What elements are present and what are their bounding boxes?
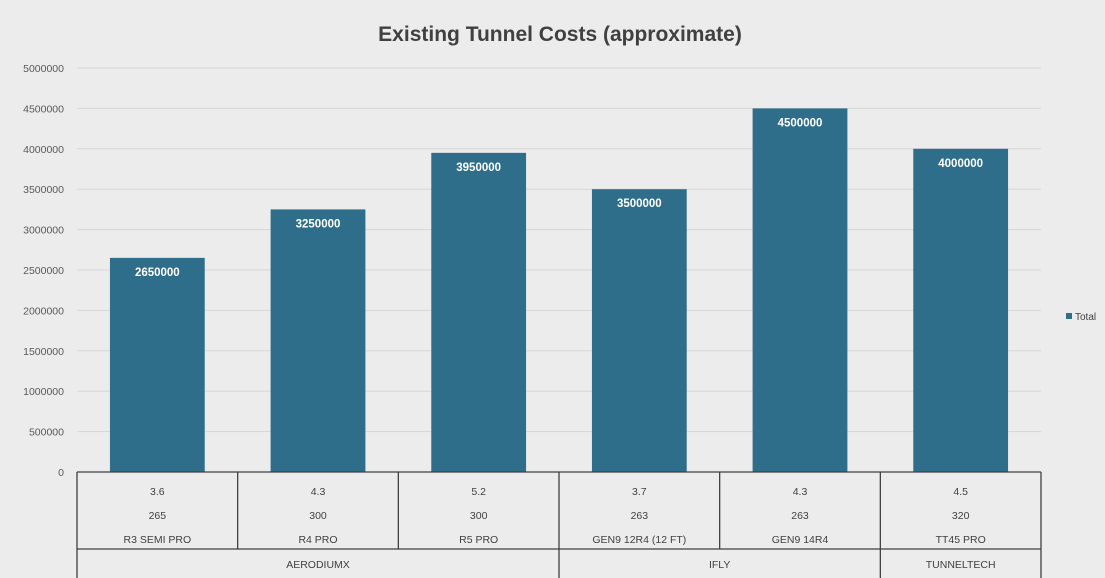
category-label-level3: GEN9 14R4 <box>772 534 829 546</box>
y-tick-label: 2000000 <box>23 305 64 317</box>
y-tick-label: 4000000 <box>23 144 64 156</box>
chart-title: Existing Tunnel Costs (approximate) <box>378 23 742 46</box>
legend-label: Total <box>1075 312 1096 323</box>
category-label-level3: TT45 PRO <box>936 534 986 546</box>
category-label-level1: 4.3 <box>311 486 326 498</box>
category-label-level3: R3 SEMI PRO <box>123 534 191 546</box>
category-label-level2: 263 <box>631 510 649 522</box>
y-tick-label: 4500000 <box>23 103 64 115</box>
gridlines <box>77 67 1041 473</box>
category-label-level2: 320 <box>952 510 970 522</box>
y-tick-label: 1500000 <box>23 346 64 358</box>
bar <box>109 257 205 472</box>
data-label: 3950000 <box>456 162 501 174</box>
bar <box>270 209 366 472</box>
y-tick-label: 3000000 <box>23 225 64 237</box>
y-tick-label: 0 <box>58 467 64 479</box>
category-label-level3: GEN9 12R4 (12 FT) <box>592 534 686 546</box>
legend: Total <box>1066 312 1096 323</box>
category-label-level2: 300 <box>309 510 327 522</box>
category-label-level3: R5 PRO <box>459 534 498 546</box>
category-label-level1: 3.6 <box>150 486 165 498</box>
y-tick-label: 1000000 <box>23 386 64 398</box>
data-label: 3500000 <box>617 198 662 210</box>
data-label: 2650000 <box>135 267 180 279</box>
y-tick-label: 3500000 <box>23 184 64 196</box>
data-label: 4000000 <box>938 158 983 170</box>
data-label: 4500000 <box>778 117 823 129</box>
bar <box>431 152 527 472</box>
category-label-level2: 300 <box>470 510 488 522</box>
y-tick-label: 2500000 <box>23 265 64 277</box>
bar <box>591 189 687 472</box>
category-label-level1: 4.5 <box>953 486 968 498</box>
category-axis-table: 3.6 265 R3 SEMI PRO 4.3 300 R4 PRO 5.2 300 R5 PR… <box>76 471 1042 578</box>
bars: 2650000 3250000 3950000 3500000 4500000 40000… <box>109 108 1009 473</box>
category-label-level1: 4.3 <box>793 486 808 498</box>
y-tick-label: 5000000 <box>23 63 64 75</box>
data-label: 3250000 <box>296 218 341 230</box>
category-label-level3: R4 PRO <box>298 534 337 546</box>
category-label-level1: 3.7 <box>632 486 647 498</box>
category-label-level2: 265 <box>149 510 167 522</box>
y-axis-ticks: 0 500000 1000000 1500000 2000000 2500000 30000… <box>23 63 64 479</box>
group-label: AERODIUMX <box>286 559 350 571</box>
group-label: TUNNELTECH <box>926 559 996 571</box>
bar <box>913 148 1009 473</box>
group-label: IFLY <box>709 559 730 571</box>
category-label-level2: 263 <box>791 510 809 522</box>
legend-swatch <box>1066 313 1072 319</box>
y-tick-label: 500000 <box>29 427 64 439</box>
bar <box>752 108 848 473</box>
category-label-level1: 5.2 <box>471 486 486 498</box>
